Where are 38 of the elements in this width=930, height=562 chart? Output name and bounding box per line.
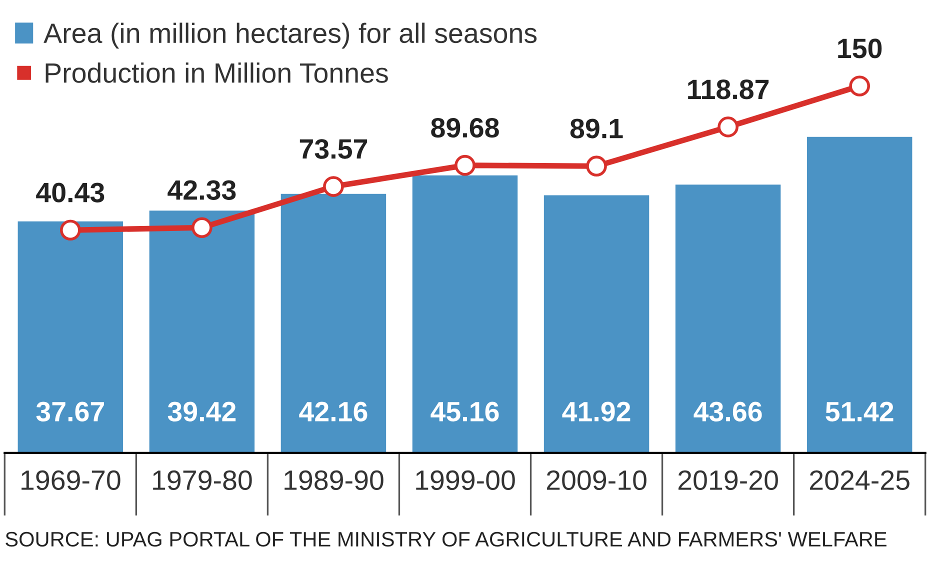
data-label: 89.1 bbox=[570, 118, 623, 138]
legend-label: Area (in million hectares) for all seasons bbox=[44, 22, 537, 49]
x-tick-label: 2019-20 bbox=[678, 470, 778, 490]
data-label: 37.67 bbox=[36, 402, 104, 422]
bar bbox=[675, 184, 781, 453]
data-label: 45.16 bbox=[430, 402, 499, 422]
point bbox=[323, 176, 344, 197]
point bbox=[586, 156, 607, 177]
bar bbox=[412, 175, 518, 453]
data-label: 118.87 bbox=[688, 80, 769, 100]
bar bbox=[806, 136, 912, 453]
data-label: 39.42 bbox=[168, 402, 236, 422]
data-label: 89.68 bbox=[431, 118, 499, 138]
bar bbox=[544, 195, 650, 453]
x-tick-label: 1969-70 bbox=[22, 470, 120, 490]
data-label: 43.66 bbox=[694, 402, 762, 422]
point bbox=[60, 220, 81, 241]
bar bbox=[149, 210, 255, 453]
data-label: 40.43 bbox=[36, 182, 104, 202]
point bbox=[192, 217, 212, 238]
data-label: 51.42 bbox=[826, 402, 894, 422]
data-label: 73.57 bbox=[300, 139, 368, 159]
bar bbox=[280, 194, 386, 453]
x-tick-label: 2024-25 bbox=[810, 470, 910, 490]
data-label: 41.92 bbox=[562, 402, 630, 422]
x-tick-label: 1989-90 bbox=[284, 470, 384, 490]
point bbox=[718, 116, 738, 138]
bar bbox=[18, 221, 124, 453]
x-tick-label: 2009-10 bbox=[546, 470, 646, 490]
data-label: 42.16 bbox=[299, 402, 368, 422]
x-tick-label: 1979-80 bbox=[153, 470, 252, 490]
point bbox=[849, 76, 870, 96]
x-tick-label: 1999-00 bbox=[416, 470, 515, 490]
source-note: SOURCE: UPAG PORTAL OF THE MINISTRY OF AGRICULTURE AND FARMERS' WELFARE bbox=[6, 532, 886, 547]
legend-label: Production in Million Tonnes bbox=[46, 62, 388, 83]
point bbox=[454, 154, 476, 176]
data-label: 42.33 bbox=[168, 180, 236, 200]
data-label: 150 bbox=[838, 38, 882, 58]
